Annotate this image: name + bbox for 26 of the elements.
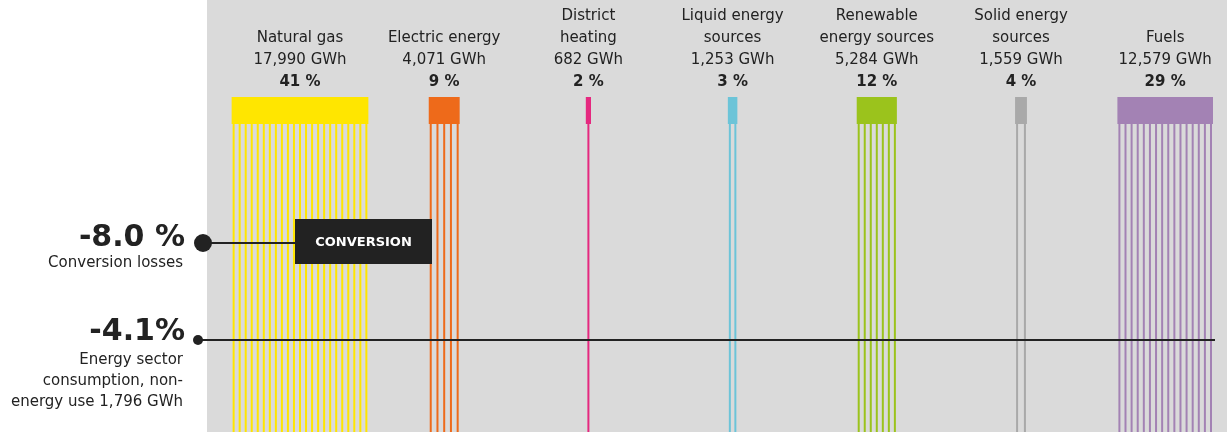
category-label: Fuels bbox=[1144, 27, 1186, 48]
text: CONVERSION bbox=[314, 233, 413, 251]
text: -8.0 % bbox=[78, 218, 185, 253]
category-label: Solid energy sources bbox=[973, 5, 1069, 48]
data-label: 3 % bbox=[716, 71, 749, 92]
category-label: District heating bbox=[558, 5, 618, 48]
data-label: 41 % bbox=[278, 71, 322, 92]
category-label: Liquid energy sources bbox=[680, 5, 785, 48]
category-label: Renewable energy sources bbox=[818, 5, 936, 48]
data-label: 9 % bbox=[427, 71, 461, 92]
data-label: 682 GWh bbox=[552, 49, 625, 70]
data-label: 12,579 GWh bbox=[1117, 49, 1213, 70]
data-label: 4 % bbox=[1004, 71, 1038, 92]
data-label: 2 % bbox=[572, 71, 605, 92]
text: Conversion losses bbox=[48, 253, 183, 271]
data-label: 5,284 GWh bbox=[833, 49, 920, 70]
data-label: 4,071 GWh bbox=[401, 49, 487, 70]
data-label: 1,559 GWh bbox=[978, 49, 1064, 70]
text: Energy sector consumption, non-energy use 1,796 GWh bbox=[9, 349, 183, 412]
data-label: 29 % bbox=[1143, 71, 1187, 92]
data-label: 12 % bbox=[855, 71, 899, 92]
data-label: 17,990 GWh bbox=[252, 49, 348, 70]
data-label: 1,253 GWh bbox=[689, 49, 776, 70]
category-label: Natural gas bbox=[255, 27, 345, 48]
text: -4.1% bbox=[89, 312, 185, 347]
category-label: Electric energy bbox=[386, 27, 502, 48]
